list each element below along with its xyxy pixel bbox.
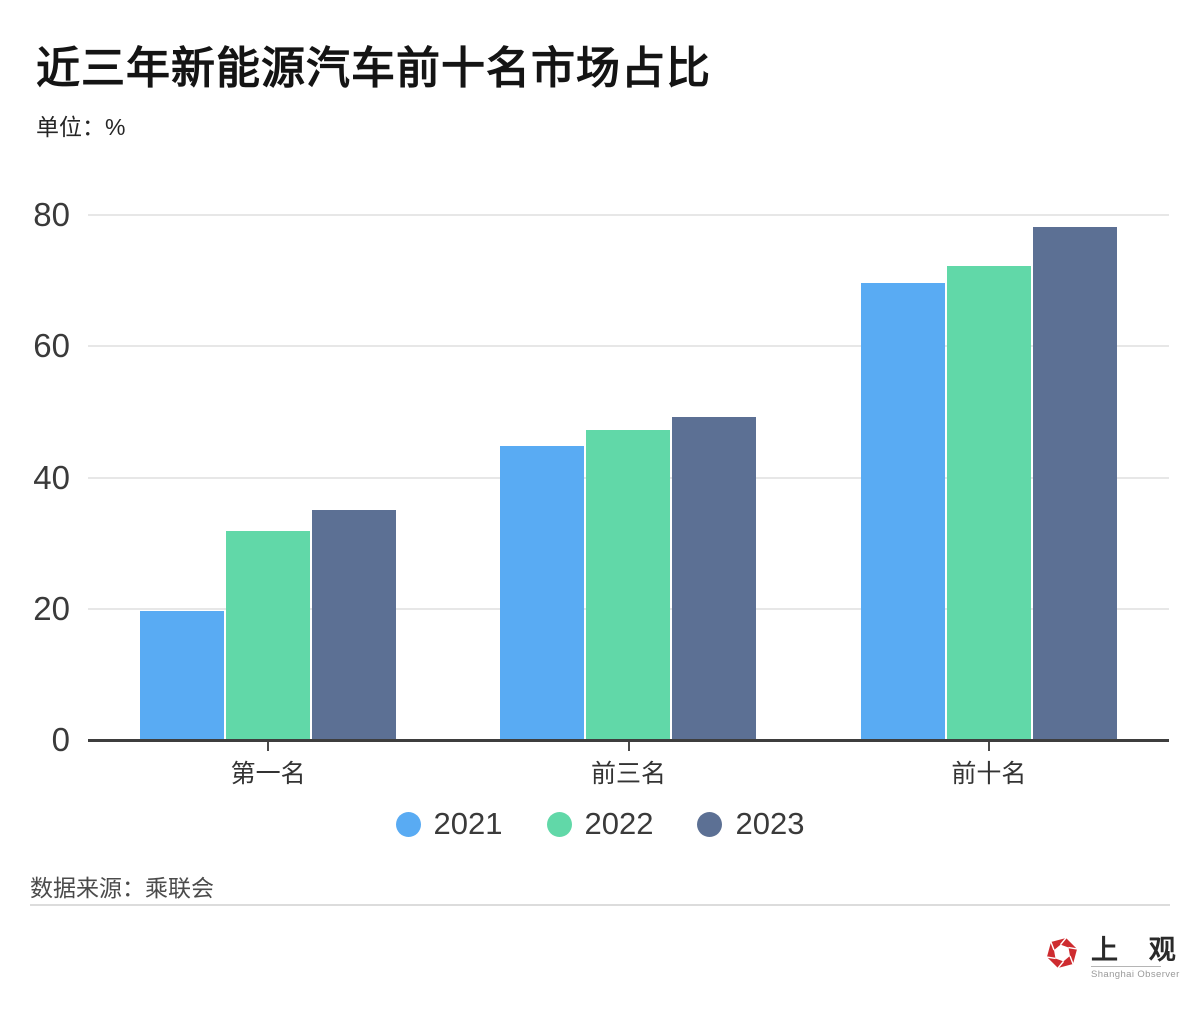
legend-item-2023: 2023 [697,806,804,842]
aperture-logo-icon [1046,937,1078,969]
bars-row [88,215,1169,740]
logo-text: 上 观 Shanghai Observer [1091,936,1188,980]
y-tick-label-40: 40 [33,458,70,496]
gridline-80 [88,214,1169,216]
x-label-前三名: 前三名 [590,760,666,788]
y-axis-labels: 0 20 40 60 80 [8,196,70,758]
shanghai-observer-logo: 上 观 Shanghai Observer [1045,936,1188,980]
y-tick-label-0: 0 [51,721,70,758]
x-axis-ticks [88,742,1169,752]
x-label-前十名: 前十名 [951,760,1027,788]
x-tick-前十名 [987,742,990,751]
legend-dot-2023 [697,811,723,837]
x-axis-line [88,739,1169,742]
bar-group-前三名 [448,215,808,740]
bar-group-第一名 [88,215,448,740]
legend-label-2021: 2021 [433,806,503,841]
legend-label-2022: 2022 [584,806,654,841]
x-tick-前三名 [627,742,630,751]
legend-dot-2021 [395,811,421,837]
logo-english-name: Shanghai Observer [1091,969,1180,980]
bar-2021-前十名 [860,282,945,740]
logo-chinese-name: 上 观 [1091,935,1188,965]
unit-label: 单位：% [36,114,126,140]
legend-item-2022: 2022 [546,806,654,842]
bar-2022-前十名 [946,265,1031,740]
bar-2022-前三名 [586,429,671,740]
y-tick-label-80: 80 [33,196,70,233]
legend-label-2023: 2023 [735,806,805,841]
legend-item-2021: 2021 [395,806,503,842]
bar-2022-第一名 [226,531,311,740]
y-tick-label-20: 20 [33,589,70,627]
plot-area [88,214,1169,740]
x-label-第一名: 第一名 [230,760,306,788]
chart-title: 近三年新能源汽车前十名市场占比 [36,44,711,93]
bar-2021-前三名 [500,446,585,740]
bar-group-前十名 [809,215,1169,740]
legend-dot-2022 [546,811,572,837]
x-axis-labels: 第一名 前三名 前十名 [88,754,1169,790]
footer-divider [30,904,1170,906]
bar-2023-前十名 [1032,227,1117,740]
bar-2021-第一名 [140,611,225,740]
data-source-label: 数据来源：乘联会 [30,875,214,901]
gridline-60 [88,345,1169,348]
bar-2023-前三名 [672,417,757,740]
bar-2023-第一名 [312,509,397,740]
y-tick-label-60: 60 [33,327,70,365]
x-tick-第一名 [267,742,270,751]
legend: 2021 2022 2023 [0,806,1200,842]
logo-rule [1091,966,1161,967]
